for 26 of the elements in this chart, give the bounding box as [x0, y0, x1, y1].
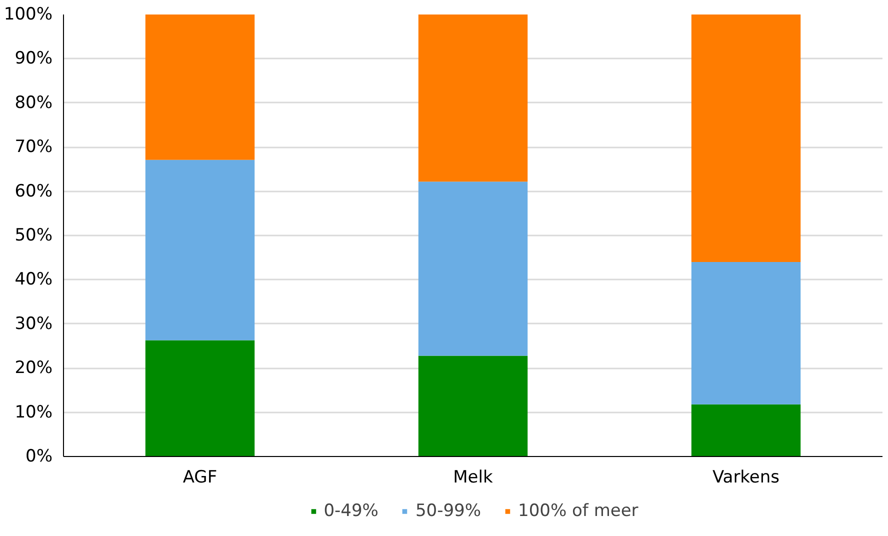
x-tick-label: AGF — [182, 468, 218, 488]
legend-label: 0-49% — [324, 501, 378, 521]
x-tick-label: Melk — [453, 468, 493, 488]
bar — [145, 340, 255, 456]
bar — [691, 404, 801, 456]
y-tick-label: 50% — [14, 226, 53, 246]
bar — [145, 160, 255, 340]
bar — [691, 262, 801, 404]
y-tick-label: 70% — [14, 137, 53, 158]
bar — [145, 14, 255, 160]
y-tick-label: 20% — [14, 358, 53, 378]
y-tick-label: 30% — [14, 314, 53, 334]
y-tick-label: 80% — [14, 92, 53, 113]
y-tick-label: 0% — [26, 446, 53, 466]
y-tick-label: 60% — [14, 181, 53, 202]
bar — [418, 14, 528, 182]
y-tick-label: 90% — [14, 48, 53, 69]
x-tick-label: Varkens — [712, 468, 780, 488]
y-tick-label: 10% — [14, 402, 53, 422]
y-tick-label: 100% — [4, 4, 53, 24]
legend-label: 100% of meer — [518, 501, 638, 521]
legend-label: 50-99% — [415, 501, 482, 521]
bar — [418, 356, 528, 456]
y-tick-label: 40% — [14, 270, 53, 290]
bar — [418, 182, 528, 356]
bar — [691, 14, 801, 262]
